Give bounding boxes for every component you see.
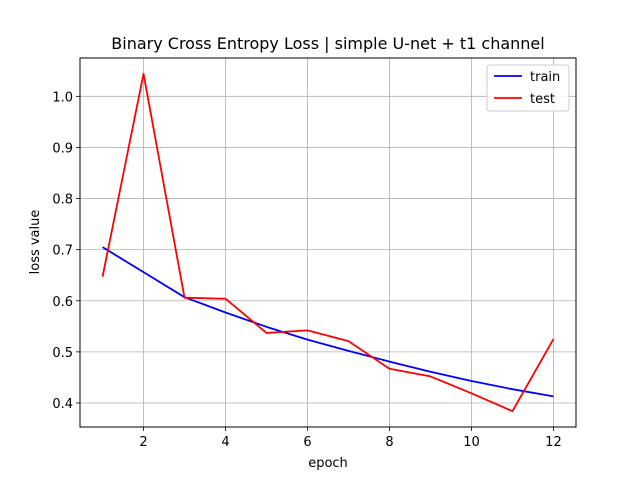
y-axis-label: loss value bbox=[28, 210, 43, 275]
chart-title: Binary Cross Entropy Loss | simple U-net… bbox=[111, 34, 544, 53]
y-tick-label: 0.6 bbox=[52, 295, 73, 310]
legend-label-test: test bbox=[530, 92, 555, 107]
x-tick-label: 12 bbox=[545, 435, 562, 450]
x-axis-label: epoch bbox=[308, 456, 348, 471]
y-tick-label: 0.9 bbox=[52, 141, 73, 156]
plot-frame bbox=[79, 57, 577, 428]
legend-label-train: train bbox=[530, 70, 560, 85]
x-tick-label: 2 bbox=[139, 435, 147, 450]
y-tick-label: 0.4 bbox=[52, 397, 73, 412]
series-layer bbox=[101, 72, 555, 413]
y-tick-label: 0.7 bbox=[52, 244, 73, 259]
x-tick-label: 4 bbox=[221, 435, 229, 450]
y-tick-label: 0.8 bbox=[52, 193, 73, 208]
ticks-layer: 2 4 6 8 10 12 0.4 0.5 0.6 0.7 0.8 0.9 1.0 bbox=[52, 90, 561, 450]
y-tick-label: 0.5 bbox=[52, 346, 73, 361]
y-tick-label: 1.0 bbox=[52, 90, 73, 105]
x-tick-label: 6 bbox=[303, 435, 311, 450]
series-line-train bbox=[102, 246, 554, 398]
legend: train test bbox=[486, 64, 570, 112]
series-line-test bbox=[101, 72, 555, 413]
x-tick-label: 10 bbox=[463, 435, 480, 450]
grid-layer bbox=[80, 58, 576, 427]
x-tick-label: 8 bbox=[385, 435, 393, 450]
